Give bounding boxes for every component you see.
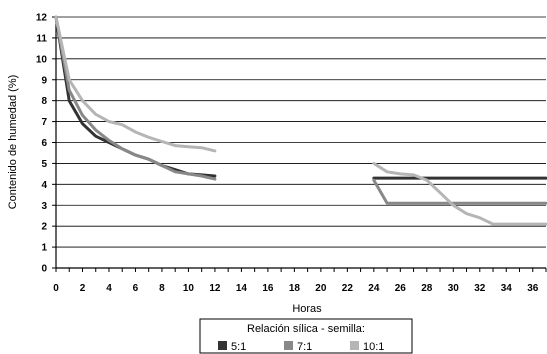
legend-swatch-7-1 (284, 341, 293, 350)
series-line-10-1 (372, 161, 547, 226)
series-line-7-1 (372, 178, 547, 205)
legend-title: Relación sílica - semilla: (247, 323, 365, 335)
y-tick-label: 7 (41, 117, 47, 128)
y-tick-label: 3 (41, 201, 47, 212)
x-tick-label: 6 (133, 283, 139, 294)
y-tick-label: 5 (41, 159, 47, 170)
y-tick-label: 4 (41, 180, 47, 191)
y-tick-label: 11 (36, 33, 47, 44)
y-tick-label: 10 (36, 54, 48, 65)
y-axis-title: Contenido de humedad (%) (7, 75, 19, 210)
legend: Relación sílica - semilla: 5:1 7:1 10:1 (199, 318, 413, 354)
x-tick-label: 10 (183, 283, 195, 294)
x-tick-label: 2 (80, 283, 86, 294)
x-tick-label: 12 (209, 283, 221, 294)
x-tick-label: 24 (368, 283, 380, 294)
x-tick-label: 36 (527, 283, 539, 294)
x-axis-ticks: 0 2 4 6 8 10 12 14 16 18 20 22 24 26 28 30 32 34 36 (53, 268, 547, 294)
x-axis-title: Horas (292, 303, 322, 315)
series-lines (54, 15, 547, 226)
y-tick-label: 12 (36, 13, 48, 24)
series-line-10-1 (54, 15, 217, 153)
legend-label-7-1: 7:1 (297, 341, 312, 353)
x-tick-label: 22 (342, 283, 354, 294)
y-tick-label: 6 (41, 138, 47, 149)
legend-swatch-5-1 (218, 341, 227, 350)
y-tick-label: 9 (41, 75, 47, 86)
legend-items: 5:1 7:1 10:1 (218, 341, 384, 353)
legend-label-10-1: 10:1 (363, 341, 384, 353)
x-tick-label: 32 (474, 283, 486, 294)
legend-swatch-10-1 (350, 341, 359, 350)
x-tick-label: 30 (448, 283, 460, 294)
x-tick-label: 18 (289, 283, 301, 294)
x-tick-label: 20 (315, 283, 327, 294)
y-tick-label: 1 (41, 243, 47, 254)
x-tick-label: 16 (262, 283, 274, 294)
y-tick-label: 2 (41, 222, 47, 233)
legend-box (199, 318, 413, 354)
legend-label-5-1: 5:1 (231, 341, 246, 353)
y-tick-label: 8 (41, 96, 47, 107)
x-tick-label: 14 (236, 283, 248, 294)
series-line-7-1 (54, 15, 217, 181)
x-tick-label: 26 (395, 283, 407, 294)
x-tick-label: 28 (421, 283, 433, 294)
x-tick-label: 34 (501, 283, 513, 294)
x-tick-label: 4 (106, 283, 112, 294)
y-tick-label: 0 (41, 264, 47, 275)
x-tick-label: 0 (53, 283, 59, 294)
grid-lines (56, 16, 546, 269)
axes (55, 17, 546, 269)
x-tick-label: 8 (159, 283, 165, 294)
